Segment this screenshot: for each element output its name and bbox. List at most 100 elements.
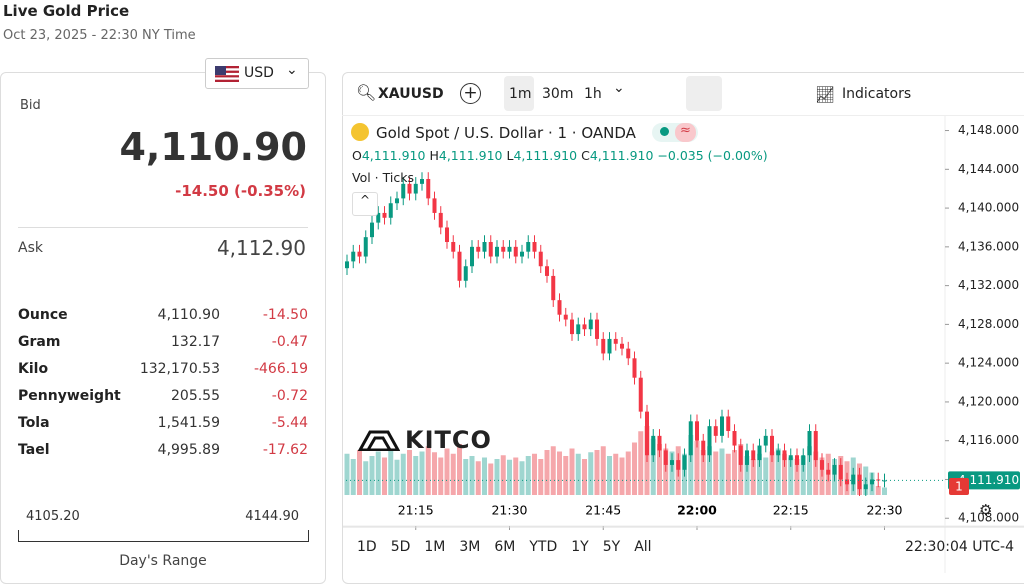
volume-bar xyxy=(463,459,469,495)
candle-body xyxy=(788,455,793,461)
volume-bar xyxy=(425,446,431,495)
bid-price: 4,110.90 xyxy=(119,125,307,169)
range-bracket xyxy=(18,530,309,542)
range-button[interactable]: 6M xyxy=(494,539,516,555)
candle-body xyxy=(863,484,868,490)
volume-bar xyxy=(469,456,475,495)
candle-body xyxy=(870,479,874,485)
collapse-button[interactable]: ^ xyxy=(352,192,378,216)
candle-body xyxy=(601,338,606,354)
badge: 1 xyxy=(955,480,963,494)
candle-body xyxy=(795,455,799,465)
row-unit: Kilo xyxy=(18,361,49,377)
candle-body xyxy=(545,266,549,276)
volume-bar xyxy=(725,453,731,495)
interval[interactable]: 1m xyxy=(509,86,532,102)
row-price: 1,541.59 xyxy=(157,415,220,431)
candle-body xyxy=(563,314,568,320)
candle-body xyxy=(688,421,693,456)
candle-body xyxy=(695,421,699,441)
last-price-label: 4,111.910 xyxy=(958,473,1019,487)
volume-bar xyxy=(419,451,425,495)
candle-body xyxy=(582,324,587,330)
chevron[interactable]: ⌄ xyxy=(613,80,625,96)
volume-label: Vol · Ticks xyxy=(352,170,414,185)
interval-highlight xyxy=(504,76,534,111)
range-button[interactable]: 3M xyxy=(459,539,481,555)
volume-bar xyxy=(500,455,506,495)
row-price: 132,170.53 xyxy=(139,361,220,377)
candle-body xyxy=(488,242,493,257)
kitco-logo-mark xyxy=(358,429,400,451)
volume-bar xyxy=(482,457,487,495)
candle-body xyxy=(757,445,762,461)
range-button[interactable]: All xyxy=(634,539,652,555)
candle-body xyxy=(813,431,818,461)
candle-body xyxy=(363,237,368,257)
range-button[interactable]: 1Y xyxy=(571,539,589,555)
range-button[interactable]: 5Y xyxy=(602,539,621,555)
row-unit: Gram xyxy=(18,334,61,350)
candle-body xyxy=(626,348,631,359)
candle-body xyxy=(513,246,518,257)
search-icon[interactable]: 🔍︎ xyxy=(356,83,377,102)
candle-body xyxy=(551,275,556,301)
ohlc-item: O4,111.910 xyxy=(352,148,425,163)
range-button[interactable]: 1D xyxy=(357,539,377,555)
interval[interactable]: 1h xyxy=(584,86,602,102)
candle-body xyxy=(770,435,774,456)
ohlc-key: H xyxy=(429,148,439,163)
range-label: Day's Range xyxy=(119,553,207,569)
x-tick-label: 21:30 xyxy=(491,503,527,518)
volume-bar xyxy=(582,459,587,495)
volume-bar xyxy=(563,456,569,495)
currency-select[interactable]: USD ⌄ xyxy=(205,58,309,89)
volume-bar xyxy=(457,444,462,495)
range-button[interactable]: 1M xyxy=(424,539,446,555)
candle-body xyxy=(857,474,862,490)
volume-bar xyxy=(594,450,600,495)
candle-body xyxy=(570,319,574,335)
candle-body xyxy=(401,183,406,199)
candle-body xyxy=(801,455,806,465)
range-button[interactable]: 5D xyxy=(390,539,411,555)
add-button[interactable]: + xyxy=(460,83,481,104)
chevron: ⌄ xyxy=(286,62,298,78)
x-tick-label: 22:15 xyxy=(773,503,809,518)
ohlc-key: O xyxy=(352,148,362,163)
ohlc-key: L xyxy=(506,148,514,163)
candle-body xyxy=(763,435,768,446)
row-change: -466.19 xyxy=(253,361,308,377)
volume-bar xyxy=(532,453,537,495)
chart-type-highlight[interactable] xyxy=(686,76,722,111)
row-change: -0.72 xyxy=(271,388,308,404)
candle-body xyxy=(501,246,506,252)
candle-body xyxy=(751,450,756,461)
page-title: Live Gold Price xyxy=(3,2,130,20)
interval[interactable]: 30m xyxy=(542,86,574,102)
volume-bar xyxy=(350,459,356,495)
status-pill: ≈ xyxy=(652,123,698,142)
candle-body xyxy=(807,431,812,456)
symbol[interactable]: XAUUSD xyxy=(378,86,444,102)
candle-body xyxy=(345,261,349,269)
row-unit: Tael xyxy=(18,442,50,458)
candle-body xyxy=(720,416,724,436)
volume-bar xyxy=(788,457,794,495)
indicators-button[interactable]: Indicators xyxy=(842,86,912,102)
currency-label: USD xyxy=(244,65,274,81)
volume-bar xyxy=(382,457,387,495)
candle-body xyxy=(620,343,624,349)
ohlc-legend: O4,111.910 H4,111.910 L4,111.910 C4,111.910… xyxy=(352,148,768,163)
settings-icon[interactable]: ⚙︎ xyxy=(979,501,993,519)
gold-icon xyxy=(351,123,369,141)
volume-bar xyxy=(475,461,481,495)
candle-body xyxy=(376,212,381,223)
candle-body xyxy=(832,464,837,475)
volume-bar xyxy=(607,456,612,495)
candle-body xyxy=(351,251,356,262)
volume-bar xyxy=(394,459,400,495)
range-button[interactable]: YTD xyxy=(529,539,558,555)
